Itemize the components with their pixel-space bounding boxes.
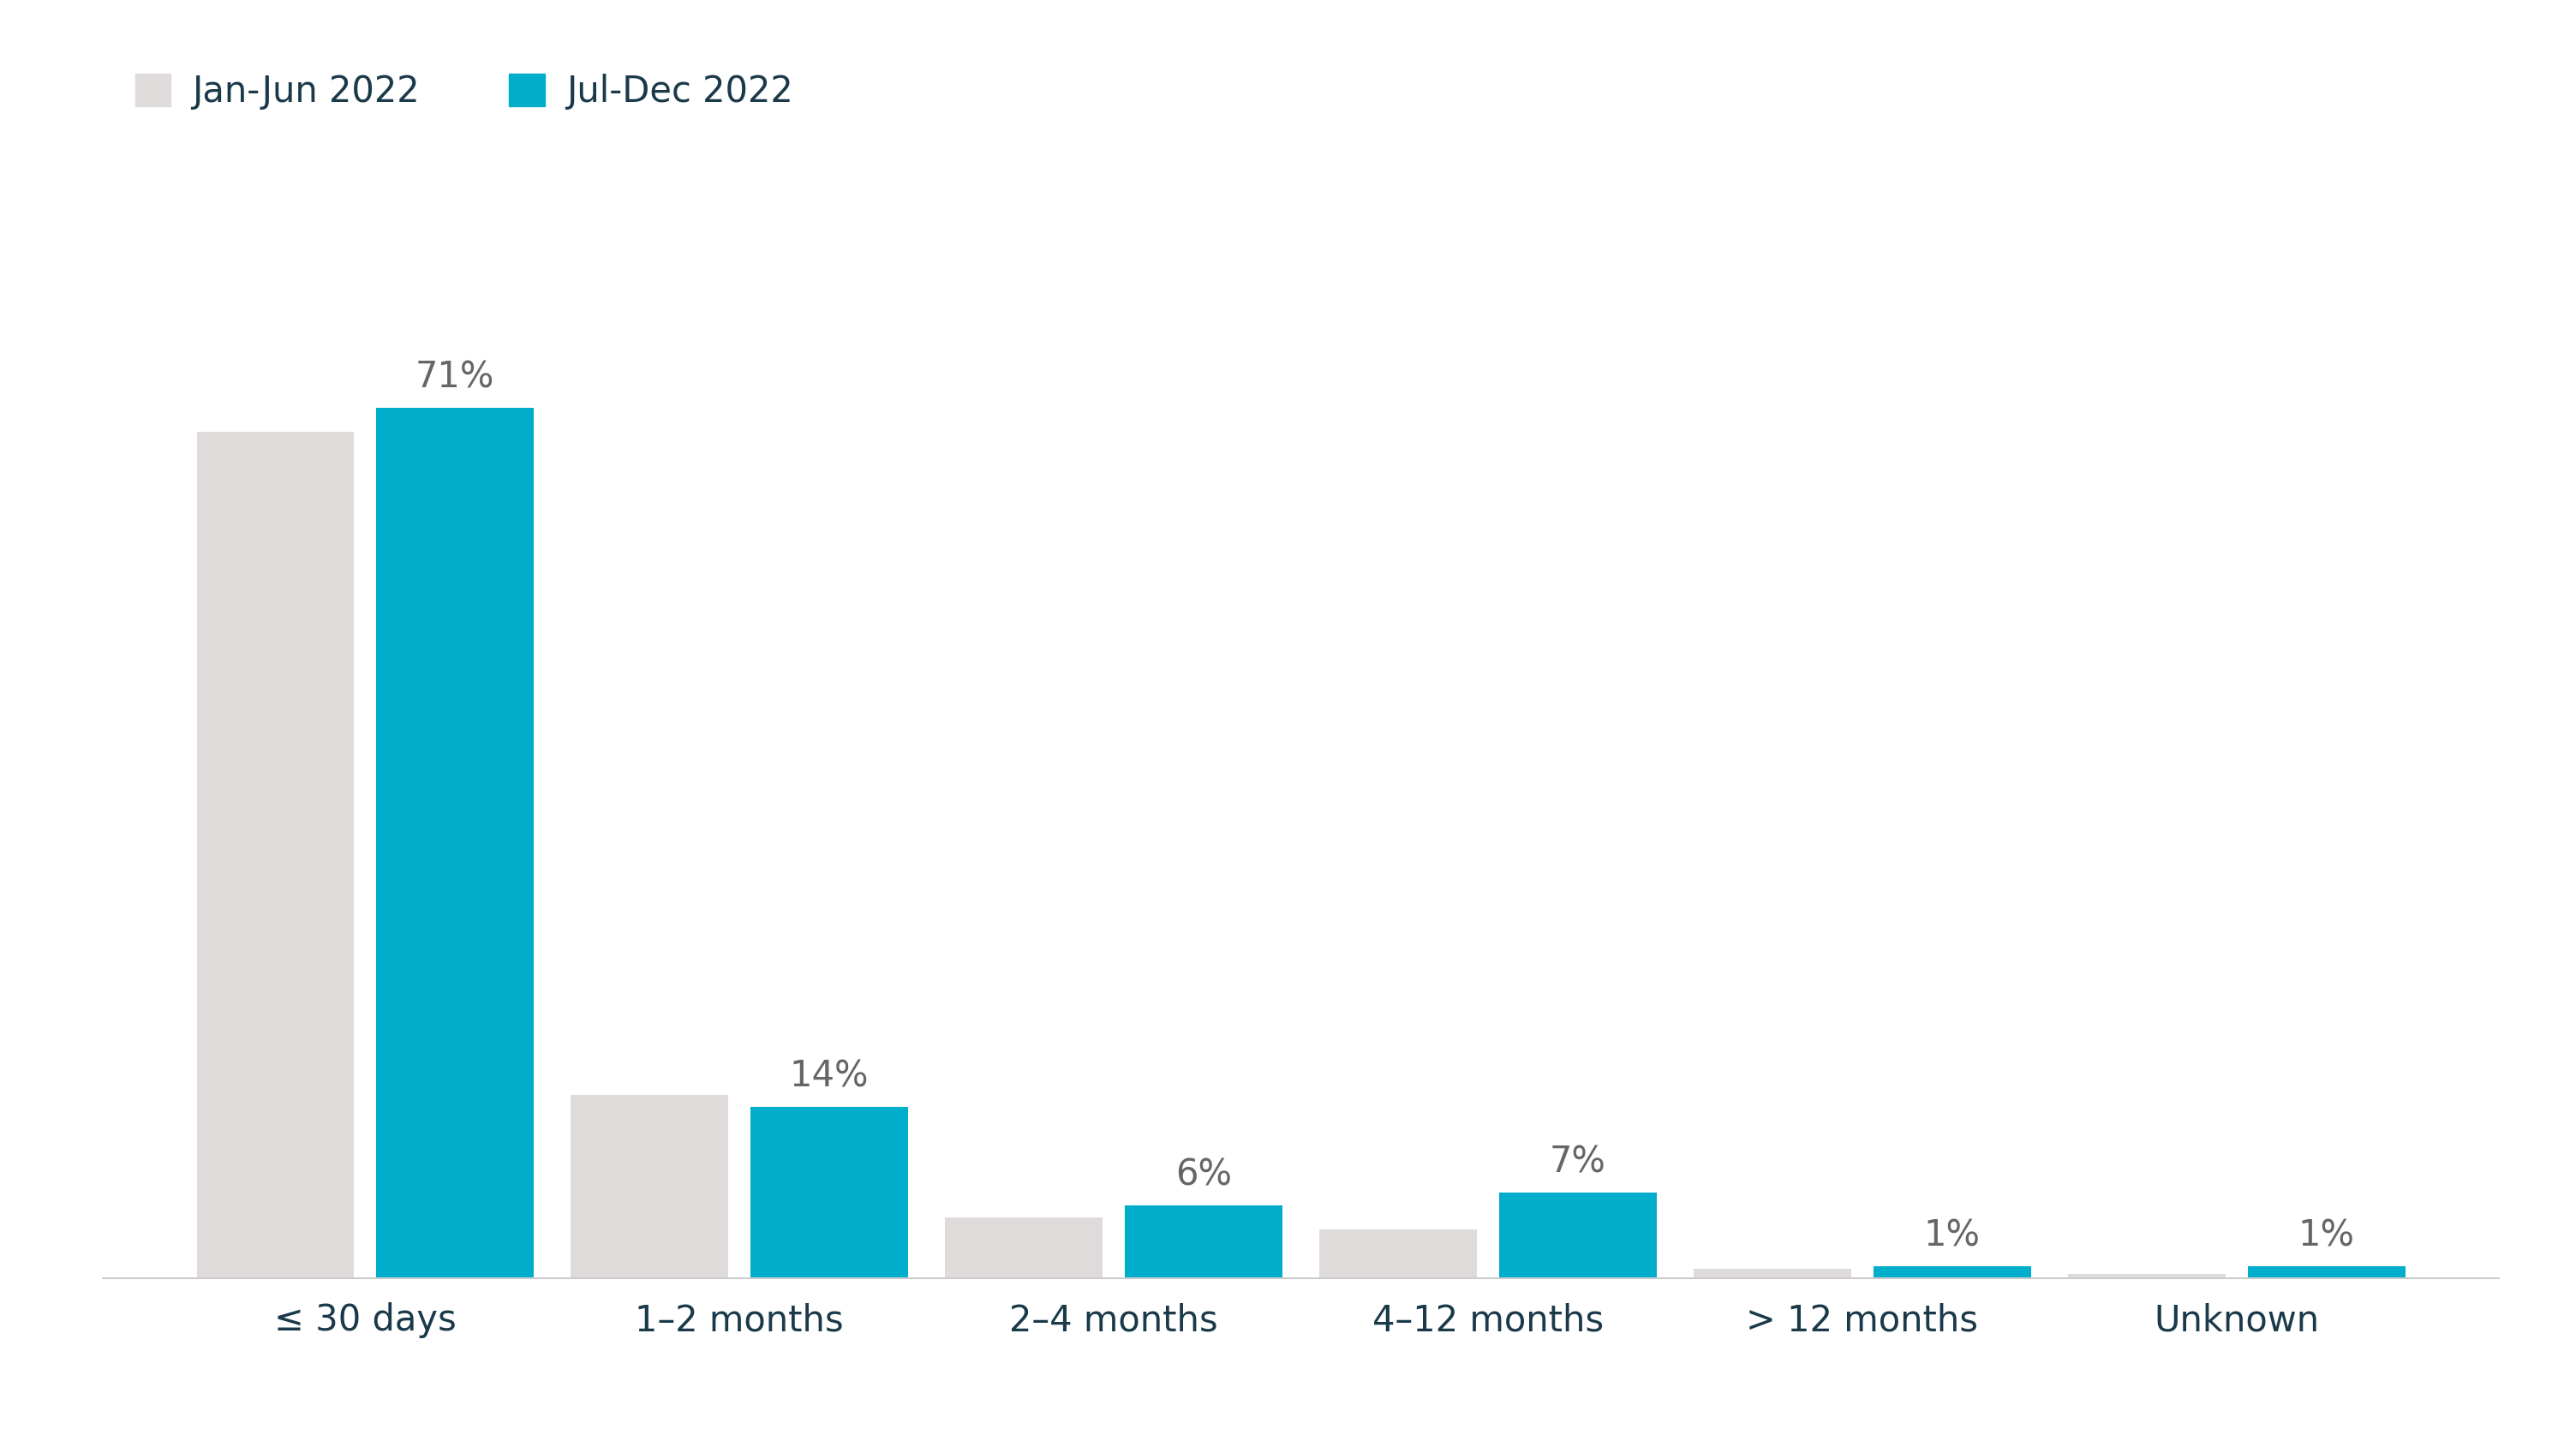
Text: 71%: 71% xyxy=(415,359,495,395)
Bar xyxy=(2069,1274,2226,1279)
Bar xyxy=(1873,1267,2030,1279)
Legend: Jan-Jun 2022, Jul-Dec 2022: Jan-Jun 2022, Jul-Dec 2022 xyxy=(121,60,806,125)
Bar xyxy=(2249,1267,2406,1279)
Bar xyxy=(1319,1229,1476,1279)
Bar xyxy=(572,1094,729,1279)
Text: 1%: 1% xyxy=(1924,1218,1981,1254)
Text: 1%: 1% xyxy=(2298,1218,2354,1254)
Text: 6%: 6% xyxy=(1175,1157,1231,1193)
Bar xyxy=(196,432,353,1279)
Text: 7%: 7% xyxy=(1551,1145,1605,1180)
Bar xyxy=(945,1218,1103,1279)
Bar xyxy=(1126,1205,1283,1279)
Bar xyxy=(1499,1193,1656,1279)
Bar xyxy=(376,407,533,1279)
Text: 14%: 14% xyxy=(791,1059,868,1094)
Bar xyxy=(1695,1268,1852,1279)
Bar xyxy=(750,1107,907,1279)
